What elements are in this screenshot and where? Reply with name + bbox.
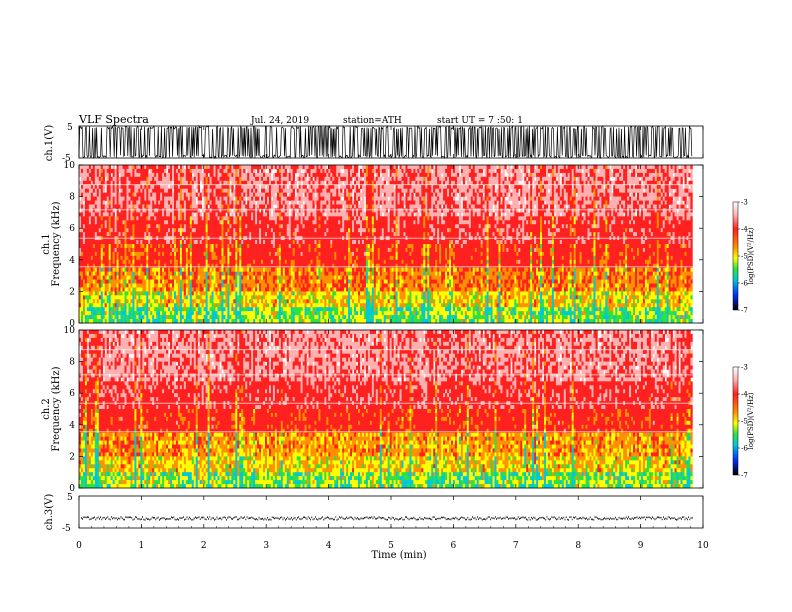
- frequency-tick-label: 2: [69, 287, 75, 297]
- ch2-spectrogram-heatmap: [79, 330, 693, 489]
- ch2-channel-label: ch.2: [41, 398, 52, 420]
- frequency-tick-label: 2: [69, 452, 75, 462]
- time-tick-label: 4: [326, 541, 332, 551]
- frequency-tick-label: 6: [69, 389, 75, 399]
- ch3-ytick-top: 5: [67, 493, 73, 503]
- ch3-waveform-panel: 5 -5 ch.3(V): [44, 493, 704, 534]
- time-tick-label: 5: [388, 541, 394, 551]
- ch1-spectrogram-yticks: 0 2 4 6 8 10: [64, 161, 703, 329]
- ch1-frequency-ylabel: Frequency (kHz): [51, 201, 62, 286]
- colorbar-scale: [732, 366, 739, 476]
- ch3-waveform-trace: [81, 516, 693, 521]
- station-label: station=ATH: [343, 116, 402, 126]
- colorbar-tick-label: -4: [741, 226, 748, 234]
- time-tick-label: 3: [263, 541, 269, 551]
- time-tick-label: 8: [575, 541, 581, 551]
- frequency-tick-label: 8: [69, 193, 75, 203]
- time-tick-label: 2: [201, 541, 207, 551]
- date-label: Jul. 24, 2019: [250, 116, 309, 126]
- colorbar-label: log(PSD)(V²/Hz): [747, 227, 755, 284]
- colorbar-label: log(PSD)(V²/Hz): [747, 392, 755, 449]
- ch3-waveform-frame: [78, 495, 704, 529]
- colorbar-tick-label: -7: [741, 472, 748, 480]
- figure-title: VLF Spectra: [78, 113, 149, 126]
- frequency-tick-label: 4: [69, 421, 75, 431]
- ch2-spectrogram-yticks: 0 2 4 6 8 10: [64, 326, 703, 494]
- time-tick-label: 1: [139, 541, 145, 551]
- ch1-channel-label: ch.1: [41, 233, 52, 255]
- ch2-frequency-ylabel: Frequency (kHz): [51, 366, 62, 451]
- time-tick-label: 0: [76, 541, 82, 551]
- frequency-tick-label: 10: [64, 161, 76, 171]
- time-tick-label: 9: [638, 541, 644, 551]
- time-axis: 0 1 2 3 4 5 6 7 8 9 10: [76, 126, 709, 551]
- ch3-ytick-bottom: -5: [62, 524, 71, 534]
- time-tick-label: 6: [451, 541, 457, 551]
- frequency-tick-label: 4: [69, 256, 75, 266]
- colorbar-tick-label: -3: [741, 199, 748, 207]
- ch2-spectrogram-panel: 0 2 4 6 8 10 Frequency (kHz) ch.2: [41, 326, 704, 494]
- colorbar-scale: [732, 201, 739, 311]
- colorbar-tick-label: -7: [741, 307, 748, 315]
- time-tick-label: 7: [513, 541, 519, 551]
- frequency-tick-label: 6: [69, 224, 75, 234]
- colorbar-tick-label: -5: [741, 253, 748, 261]
- colorbar-tick-label: -6: [741, 445, 748, 453]
- ch1-waveform-trace: [78, 124, 693, 160]
- time-axis-label: Time (min): [371, 550, 426, 561]
- time-tick-label: 10: [697, 541, 709, 551]
- ch1-waveform-line: [78, 124, 693, 160]
- colorbar-tick-label: -3: [741, 364, 748, 372]
- ch3-waveform-line: [81, 516, 693, 521]
- colorbar-tick-label: -4: [741, 391, 748, 399]
- ch1-ytick-bottom: -5: [62, 154, 71, 164]
- ch2-colorbar: -3 -4 -5 -6 -7 log(PSD)(V²/Hz): [732, 364, 755, 480]
- ch1-colorbar: -3 -4 -5 -6 -7 log(PSD)(V²/Hz): [732, 199, 755, 315]
- frequency-tick-label: 0: [69, 319, 75, 329]
- ch1-spectrogram-panel: 0 2 4 6 8 10 Frequency (kHz) ch.1: [41, 161, 704, 329]
- ch3-waveform-ylabel: ch.3(V): [44, 494, 55, 531]
- frequency-tick-label: 10: [64, 326, 76, 336]
- ch1-waveform-ylabel: ch.1(V): [44, 125, 55, 162]
- frequency-tick-label: 0: [69, 484, 75, 494]
- ch1-waveform-panel: 5 -5 ch.1(V): [44, 123, 704, 164]
- colorbar-tick-label: -5: [741, 418, 748, 426]
- frequency-tick-label: 8: [69, 358, 75, 368]
- colorbar-tick-label: -6: [741, 280, 748, 288]
- start-time-label: start UT = 7 :50: 1: [437, 116, 523, 126]
- ch1-ytick-top: 5: [67, 123, 73, 133]
- ch1-spectrogram-heatmap: [79, 165, 693, 324]
